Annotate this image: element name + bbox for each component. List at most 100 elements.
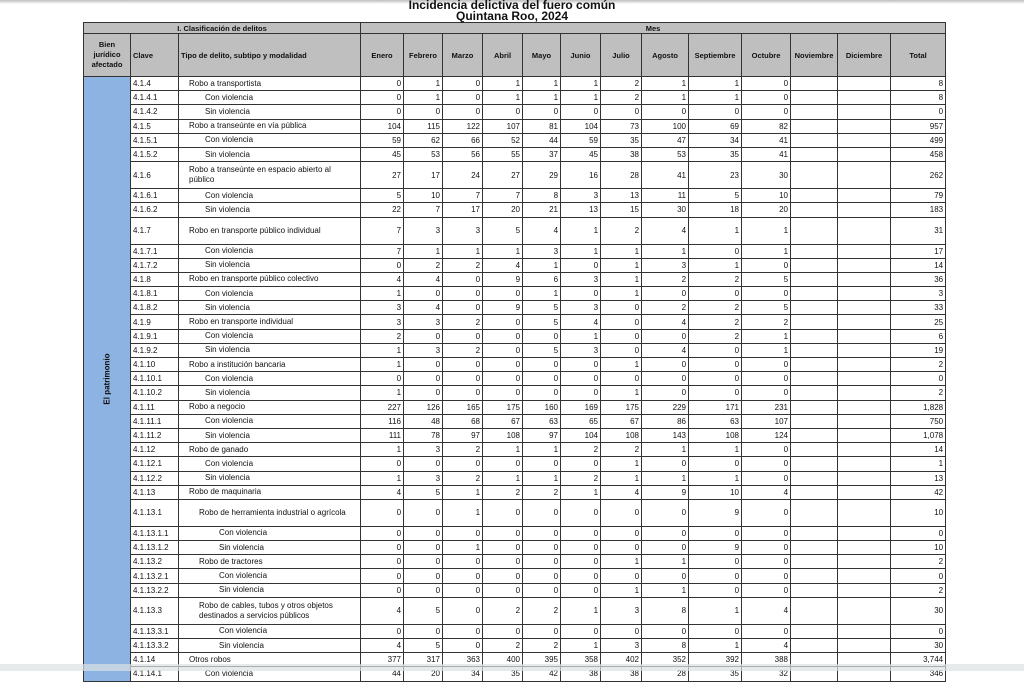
month-value-cell: 86 xyxy=(641,413,690,429)
month-value-cell: 0 xyxy=(600,342,643,359)
column-header: Diciembre xyxy=(837,33,892,77)
month-value-cell: 0 xyxy=(442,356,484,373)
month-value-cell xyxy=(837,118,892,134)
month-value-cell: 82 xyxy=(741,118,792,134)
month-value-cell: 1 xyxy=(641,75,690,92)
month-value-cell xyxy=(837,371,892,387)
clave-cell: 4.1.13.2 xyxy=(130,554,179,570)
total-cell: 3 xyxy=(890,286,947,302)
month-value-cell: 10 xyxy=(688,484,743,500)
month-value-cell xyxy=(790,582,839,598)
month-value-cell: 1 xyxy=(600,456,643,472)
column-header: Octubre xyxy=(741,33,792,77)
total-cell: 2 xyxy=(890,554,947,570)
month-value-cell xyxy=(837,75,892,92)
tipo-cell: Sin violencia xyxy=(177,427,362,444)
month-value-cell: 4 xyxy=(403,300,444,316)
month-value-cell xyxy=(837,568,892,584)
column-header: Septiembre xyxy=(688,33,743,77)
month-value-cell xyxy=(837,525,892,542)
month-value-cell: 0 xyxy=(360,554,405,570)
month-value-cell xyxy=(837,161,892,190)
month-value-cell: 116 xyxy=(360,413,405,429)
month-value-cell: 1 xyxy=(688,442,743,458)
month-value-cell: 5 xyxy=(688,188,743,204)
month-value-cell: 5 xyxy=(482,216,524,245)
month-value-cell xyxy=(837,498,892,527)
month-value-cell: 44 xyxy=(522,132,562,148)
clave-cell: 4.1.8.2 xyxy=(130,300,179,316)
month-value-cell xyxy=(837,132,892,148)
month-value-cell: 104 xyxy=(560,118,602,134)
month-value-cell: 0 xyxy=(741,456,792,472)
month-value-cell: 3 xyxy=(403,216,444,245)
month-value-cell: 3 xyxy=(522,243,562,259)
month-value-cell: 4 xyxy=(360,596,405,625)
tipo-cell: Con violencia xyxy=(177,328,362,344)
month-value-cell: 1 xyxy=(688,596,743,625)
month-value-cell xyxy=(790,161,839,190)
month-value-cell: 1 xyxy=(560,90,602,106)
tipo-cell: Con violencia xyxy=(177,525,362,542)
month-value-cell: 231 xyxy=(741,399,792,415)
report-title: Incidencia delictiva del fuero común xyxy=(408,0,616,12)
column-header: Julio xyxy=(600,33,643,77)
clave-cell: 4.1.4.1 xyxy=(130,90,179,106)
total-cell: 957 xyxy=(890,118,947,134)
clave-cell: 4.1.13.2.2 xyxy=(130,582,179,598)
month-value-cell: 48 xyxy=(403,413,444,429)
month-value-cell: 18 xyxy=(688,202,743,218)
month-value-cell: 0 xyxy=(403,623,444,640)
column-header-row: Bien jurídico afectado Clave Tipo de delit… xyxy=(83,33,947,77)
month-value-cell: 4 xyxy=(741,484,792,500)
month-value-cell: 0 xyxy=(482,356,524,373)
month-value-cell: 13 xyxy=(600,188,643,204)
tipo-cell: Robo a transportista xyxy=(177,75,362,92)
clave-cell: 4.1.8 xyxy=(130,271,179,288)
month-value-cell: 1 xyxy=(360,286,405,302)
month-value-cell: 0 xyxy=(403,554,444,570)
month-value-cell xyxy=(837,596,892,625)
month-value-cell: 35 xyxy=(600,132,643,148)
month-value-cell: 1 xyxy=(741,243,792,259)
month-value-cell: 0 xyxy=(360,582,405,598)
month-value-cell xyxy=(837,216,892,245)
total-cell: 14 xyxy=(890,442,947,458)
tipo-cell: Con violencia xyxy=(177,568,362,584)
clave-cell: 4.1.9 xyxy=(130,314,179,330)
month-value-cell: 2 xyxy=(560,442,602,458)
total-cell: 262 xyxy=(890,161,947,190)
month-value-cell: 68 xyxy=(442,413,484,429)
month-value-cell xyxy=(790,498,839,527)
month-value-cell: 0 xyxy=(482,342,524,359)
month-value-cell xyxy=(837,356,892,373)
clave-cell: 4.1.11 xyxy=(130,399,179,415)
clave-cell: 4.1.13.1.1 xyxy=(130,525,179,542)
month-value-cell: 1 xyxy=(688,90,743,106)
month-value-cell: 3 xyxy=(641,257,690,273)
column-header: Mayo xyxy=(522,33,562,77)
month-value-cell: 9 xyxy=(688,498,743,527)
clave-cell: 4.1.13.3.2 xyxy=(130,637,179,654)
month-value-cell: 41 xyxy=(741,132,792,148)
clave-cell: 4.1.5.2 xyxy=(130,146,179,163)
month-value-cell xyxy=(790,75,839,92)
month-value-cell: 0 xyxy=(522,385,562,401)
month-value-cell xyxy=(837,271,892,288)
month-value-cell: 0 xyxy=(600,104,643,120)
month-value-cell: 108 xyxy=(482,427,524,444)
month-value-cell xyxy=(790,146,839,163)
month-value-cell: 3 xyxy=(560,188,602,204)
total-cell: 8 xyxy=(890,90,947,106)
month-value-cell: 1 xyxy=(560,596,602,625)
month-value-cell xyxy=(790,525,839,542)
month-value-cell: 1 xyxy=(688,216,743,245)
report-subtitle: Quintana Roo, 2024 xyxy=(455,9,569,23)
total-cell: 1 xyxy=(890,456,947,472)
month-value-cell: 1 xyxy=(600,356,643,373)
month-value-cell: 0 xyxy=(641,286,690,302)
table-row: 4.1.8 Robo en transporte público colectiv… xyxy=(84,271,947,288)
month-value-cell: 10 xyxy=(741,188,792,204)
month-value-cell: 69 xyxy=(688,118,743,134)
total-cell: 0 xyxy=(890,525,947,542)
